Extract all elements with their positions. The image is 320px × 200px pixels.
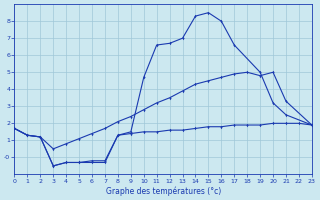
X-axis label: Graphe des températures (°c): Graphe des températures (°c) [106, 186, 221, 196]
